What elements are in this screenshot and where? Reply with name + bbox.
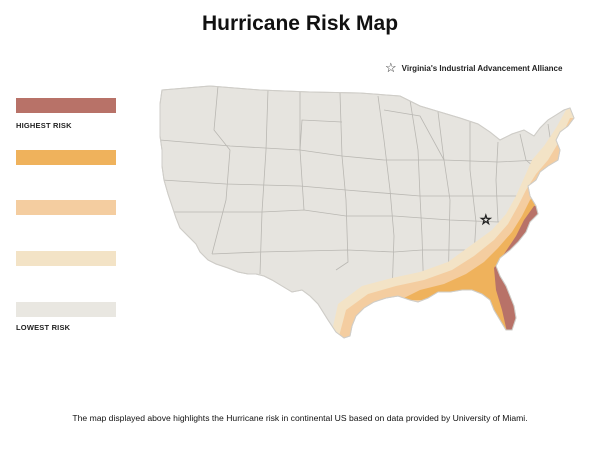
legend-swatch-highest: [16, 98, 116, 113]
annotation-label: Virginia's Industrial Advancement Allian…: [401, 63, 563, 73]
virginia-star-marker: ☆: [480, 213, 492, 228]
legend-swatch-low: [16, 251, 116, 266]
star-annotation: ☆ Virginia's Industrial Advancement Alli…: [385, 60, 563, 75]
legend-label-highest: HIGHEST RISK: [16, 121, 72, 130]
legend-swatch-high: [16, 150, 116, 165]
map-title: Hurricane Risk Map: [201, 12, 399, 35]
legend-swatch-medium: [16, 200, 116, 215]
star-outline-icon: ☆: [385, 60, 397, 75]
legend-label-lowest: LOWEST RISK: [16, 323, 71, 332]
legend-swatch-lowest: [16, 302, 116, 317]
map-caption: The map displayed above highlights the H…: [72, 413, 528, 423]
